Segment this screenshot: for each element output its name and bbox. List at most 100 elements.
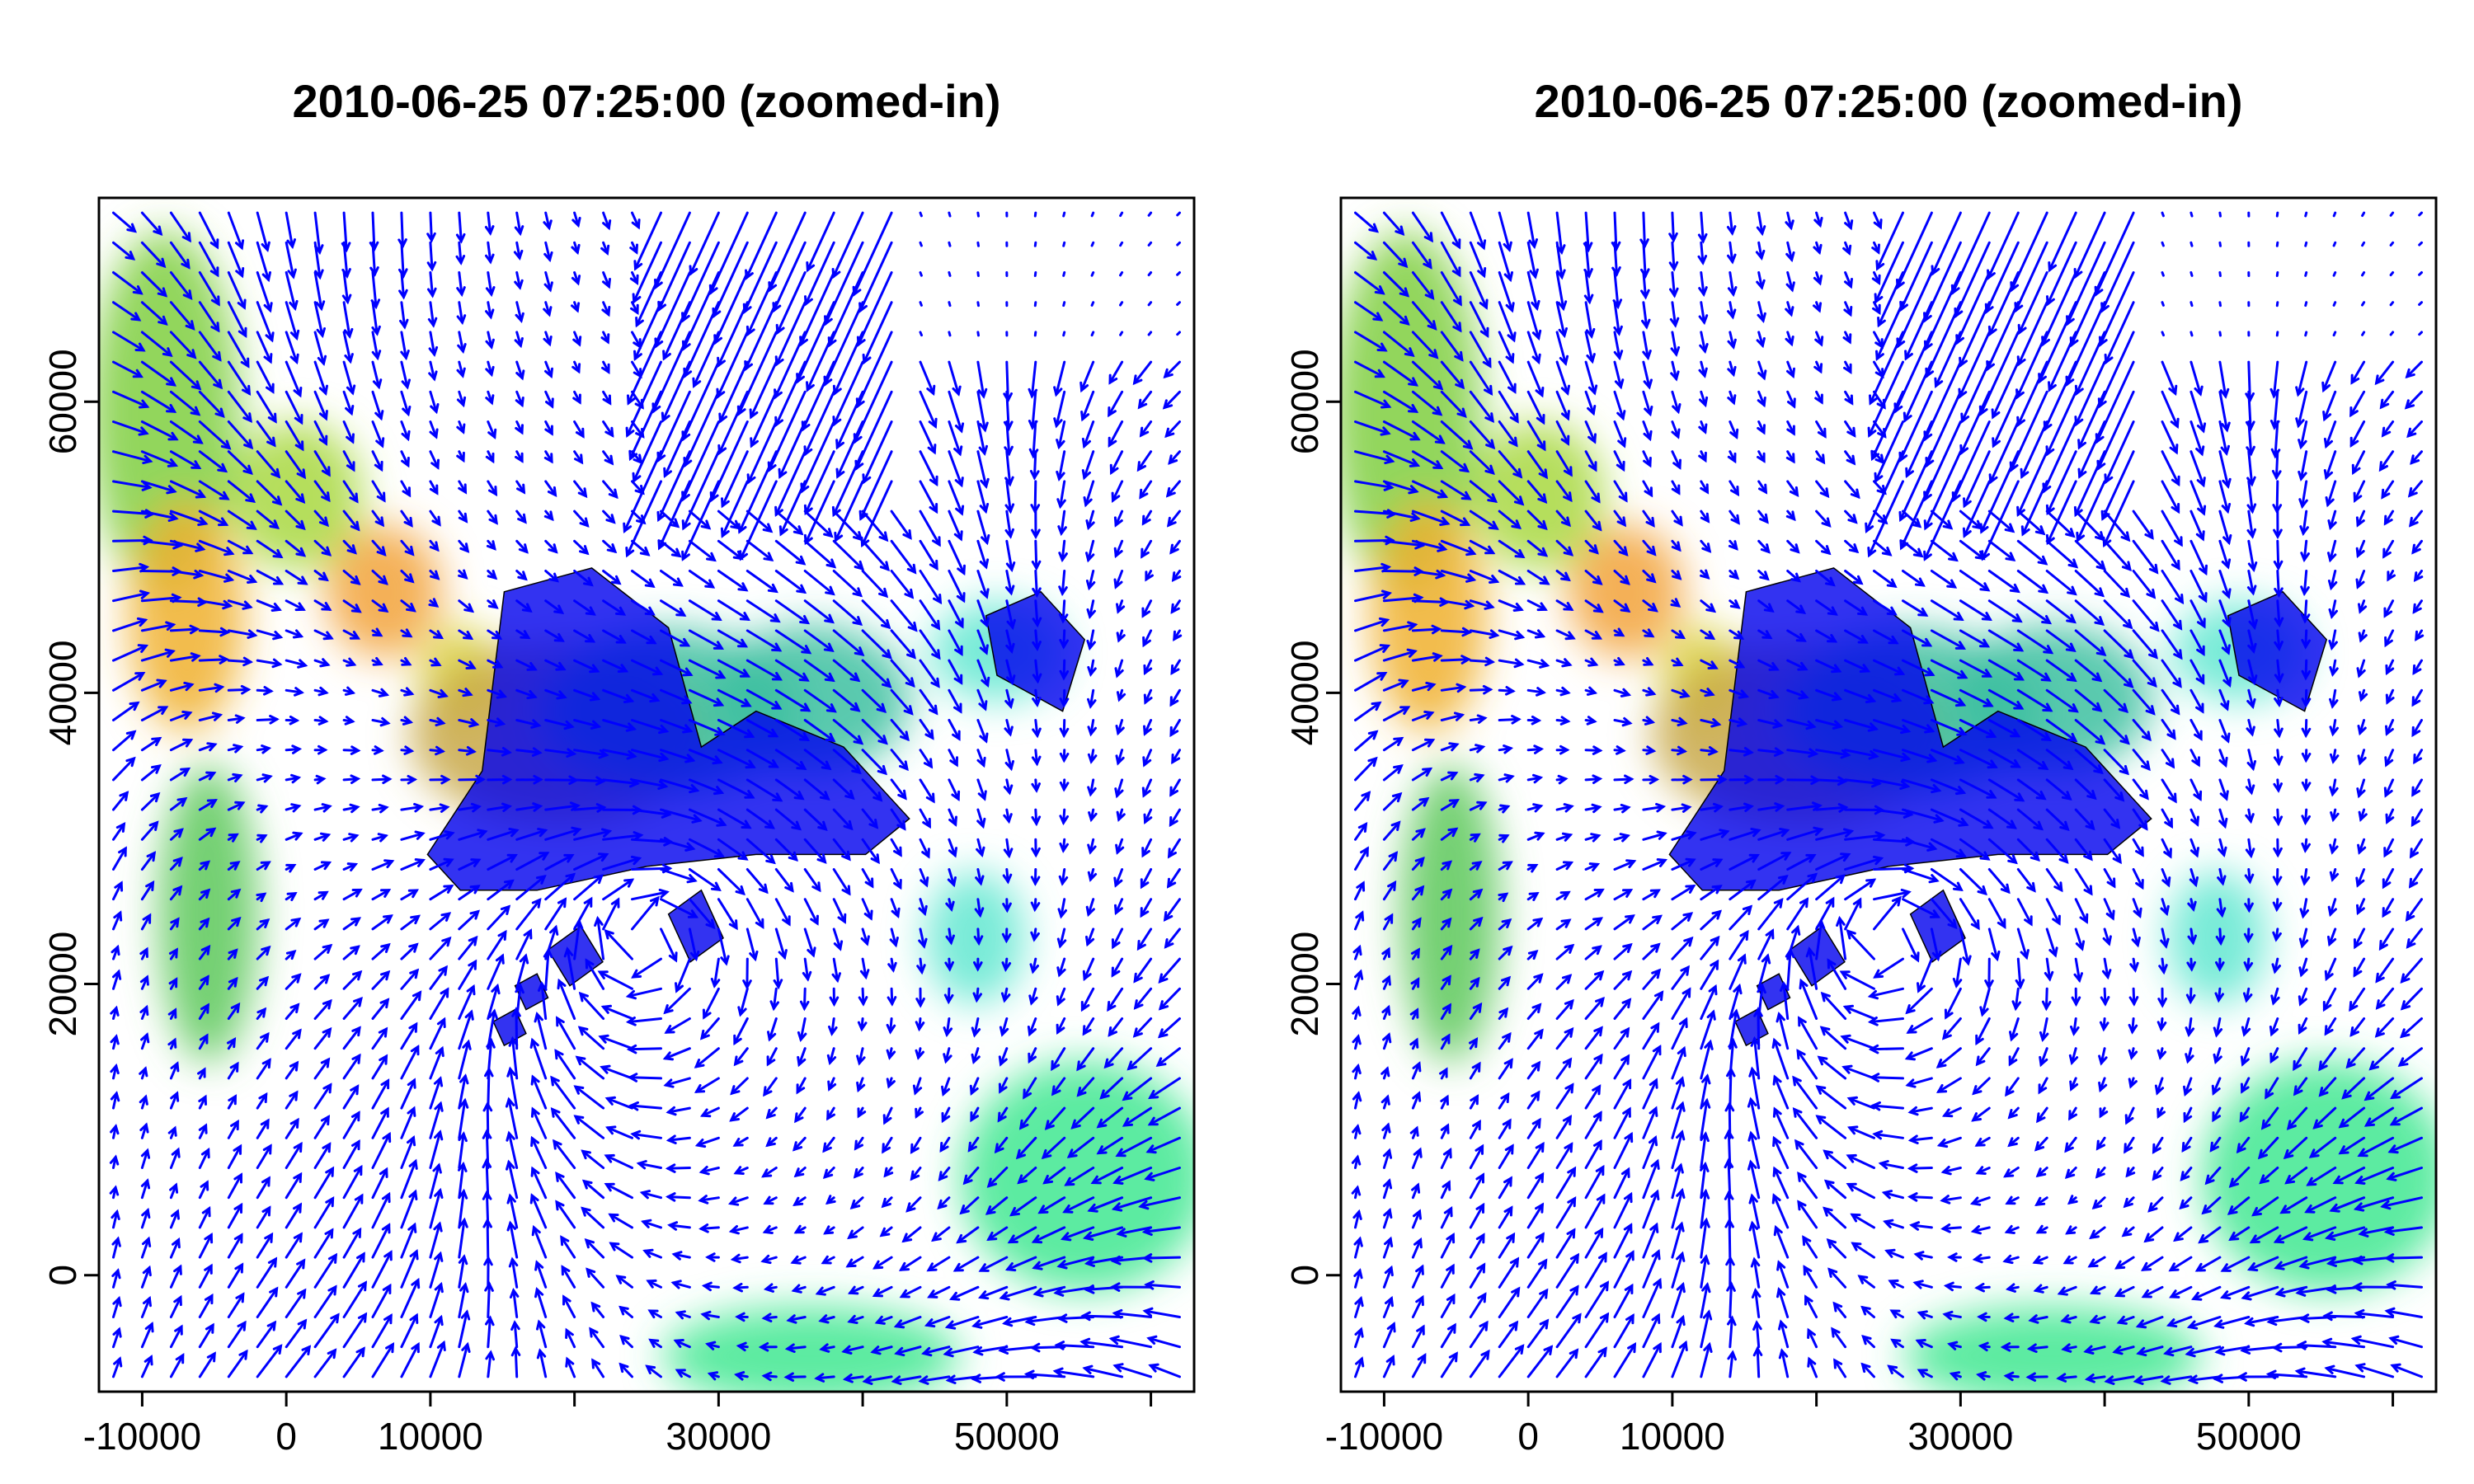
wind-arrow [510, 1345, 521, 1378]
wind-arrow [860, 928, 870, 946]
wind-arrow [1555, 539, 1574, 556]
wind-arrow [227, 510, 257, 530]
wind-arrow [2389, 271, 2395, 277]
wind-arrow [313, 1166, 335, 1200]
wind-arrow [256, 1344, 283, 1378]
wind-arrow [1584, 570, 1603, 585]
wind-arrow [256, 744, 272, 754]
wind-arrow [485, 271, 496, 298]
wind-arrow [198, 450, 228, 473]
wind-arrow [2104, 1375, 2135, 1385]
wind-arrow [530, 1166, 548, 1200]
wind-arrow [831, 450, 864, 518]
wind-arrow [429, 1221, 443, 1259]
wind-arrow [371, 420, 385, 448]
wind-arrow [429, 745, 446, 756]
wind-arrow [285, 599, 306, 612]
wind-arrow [1079, 360, 1095, 393]
wind-arrow [717, 808, 752, 829]
wind-arrow [2400, 957, 2423, 984]
wind-arrow [1498, 834, 1510, 843]
wind-arrow [1785, 241, 1795, 263]
x-tick-label: -10000 [83, 1415, 201, 1458]
wind-arrow [1440, 860, 1453, 871]
wind-arrow [1671, 774, 1693, 785]
wind-arrow [1076, 1077, 1095, 1097]
wind-arrow [2217, 868, 2227, 886]
wind-arrow [702, 987, 720, 1020]
x-tick-label: 0 [275, 1415, 297, 1458]
wind-arrow [429, 1076, 444, 1110]
wind-arrow [1642, 570, 1657, 584]
wind-arrow [285, 390, 303, 425]
wind-arrow [2304, 271, 2308, 277]
wind-arrow [573, 776, 606, 786]
wind-arrow [2045, 688, 2079, 713]
wind-arrow [2298, 1017, 2308, 1036]
x-tick-label: 0 [1517, 1415, 1539, 1458]
wind-arrow [1780, 980, 1790, 1020]
wind-arrow [2132, 838, 2144, 857]
wind-arrow [919, 570, 943, 605]
wind-arrow [485, 450, 495, 464]
wind-arrow [544, 539, 558, 554]
wind-arrow [601, 360, 610, 374]
wind-arrow [1079, 1337, 1124, 1349]
wind-arrow [1642, 510, 1655, 528]
wind-arrow [429, 1187, 444, 1229]
wind-arrow [2220, 1256, 2251, 1272]
wind-arrow [198, 974, 209, 990]
wind-arrow [1058, 539, 1068, 563]
wind-arrow [818, 1314, 835, 1324]
wind-arrow [1771, 1037, 1790, 1080]
wind-arrow [529, 1037, 548, 1080]
wind-arrow [602, 510, 616, 524]
wind-arrow [573, 420, 585, 439]
wind-arrow [1062, 331, 1066, 337]
wind-arrow [2135, 1316, 2164, 1329]
wind-arrow [943, 1345, 980, 1358]
wind-arrow [140, 1178, 151, 1200]
wind-arrow [1173, 629, 1183, 641]
wind-arrow [458, 480, 468, 495]
wind-arrow [1141, 778, 1153, 798]
wind-arrow [2185, 1017, 2195, 1038]
wind-arrow [602, 271, 611, 289]
wind-arrow [530, 1106, 548, 1139]
wind-arrow [1959, 301, 1991, 369]
wind-arrow [573, 539, 590, 556]
wind-arrow [976, 360, 988, 399]
wind-arrow [1469, 599, 1495, 610]
wind-arrow [1987, 539, 2016, 562]
wind-arrow [371, 1313, 393, 1349]
wind-arrow [227, 331, 250, 369]
panel-left: 2010-06-25 07:25:00 (zoomed-in) -10000 0 1… [41, 75, 1196, 1458]
wind-arrow [2129, 957, 2139, 973]
wind-arrow [227, 629, 258, 639]
wind-arrow [803, 539, 837, 569]
wind-arrow [1555, 1026, 1574, 1050]
wind-arrow [1086, 599, 1096, 620]
wind-arrow [511, 1007, 521, 1050]
wind-arrow [1469, 271, 1489, 310]
wind-arrow [1802, 1235, 1818, 1259]
wind-arrow [112, 644, 149, 662]
wind-arrow [485, 360, 495, 378]
wind-arrow [2045, 599, 2077, 624]
wind-arrow [1083, 480, 1095, 508]
wind-arrow [1382, 510, 1421, 522]
x-tick-label: 10000 [1620, 1415, 1725, 1458]
wind-arrow [1844, 420, 1856, 438]
wind-arrow [1757, 928, 1775, 960]
wind-arrow [1082, 1226, 1124, 1241]
wind-arrow [1469, 1320, 1489, 1349]
wind-arrow [109, 1185, 120, 1200]
wind-arrow [1469, 241, 1487, 279]
wind-arrow [1726, 1281, 1736, 1318]
wind-arrow [1119, 211, 1124, 218]
wind-arrow [256, 331, 273, 364]
wind-arrow [2160, 928, 2170, 949]
wind-arrow [1469, 331, 1492, 369]
wind-arrow [169, 301, 195, 331]
wind-arrow [227, 1094, 238, 1110]
